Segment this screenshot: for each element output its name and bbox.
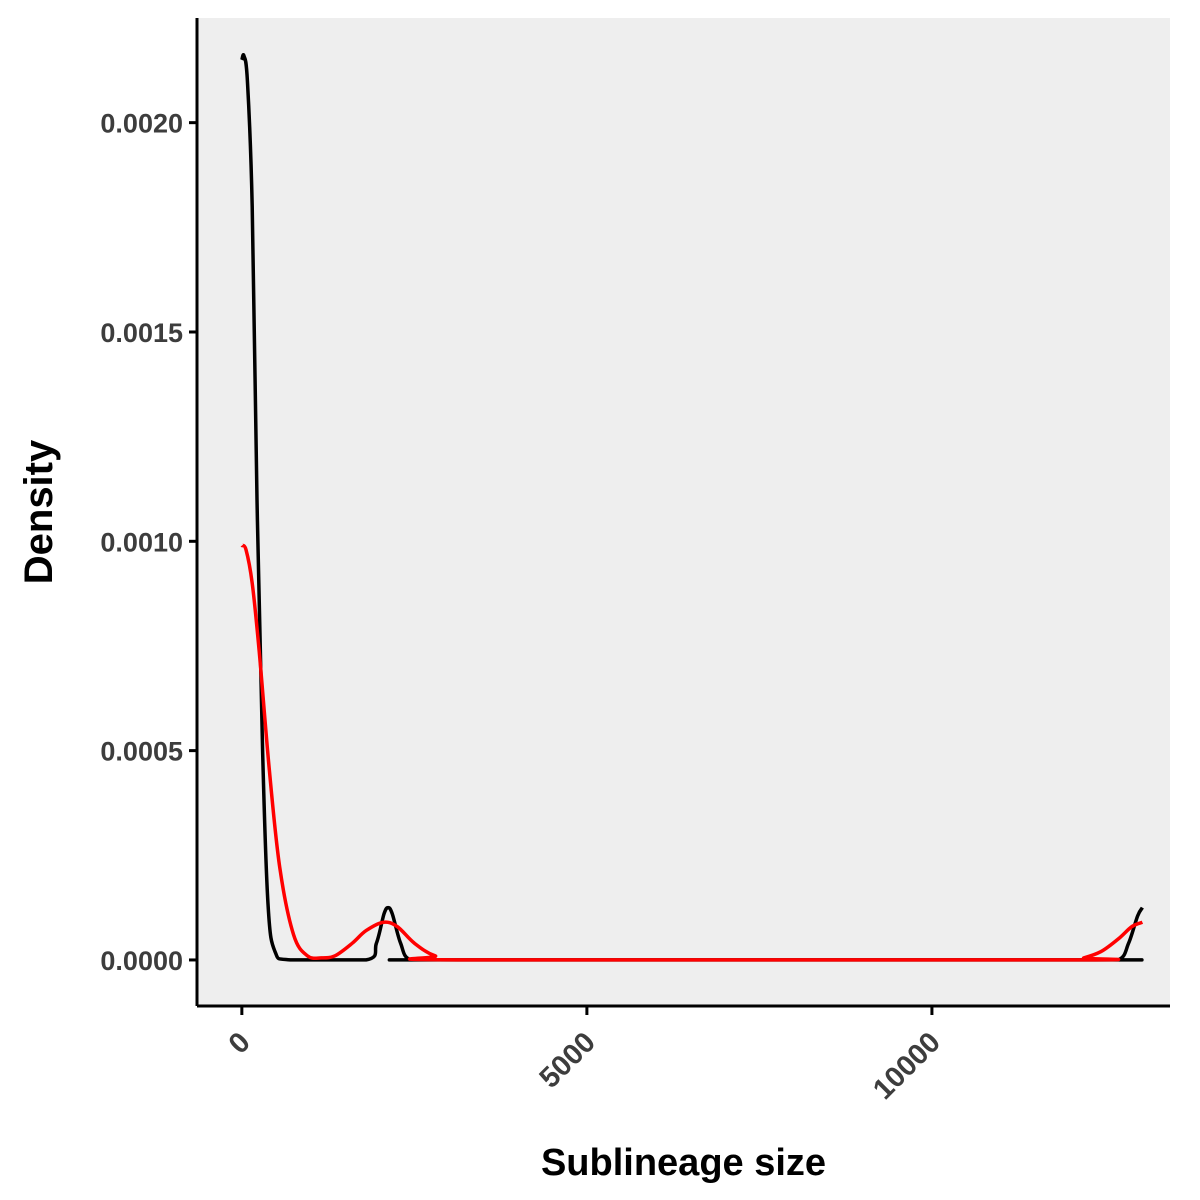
y-tick-label: 0.0010 [100,527,183,557]
y-axis-title: Density [17,439,61,584]
y-tick-label: 0.0020 [100,109,183,139]
x-axis-ticks: 0 5000 10000 [223,1006,947,1106]
y-tick-label: 0.0005 [100,737,183,767]
x-axis-title: Sublineage size [541,1142,826,1184]
y-tick-label: 0.0015 [100,318,183,348]
x-tick-label: 0 [223,1026,257,1060]
density-curve-2 [240,543,1144,962]
y-tick-label: 0.0000 [100,946,183,976]
plot-panel-background [197,18,1170,1006]
x-tick-label: 10000 [867,1026,947,1106]
y-axis-ticks: 0.0000 0.0005 0.0010 0.0015 0.0020 [100,109,197,976]
x-tick-label: 5000 [534,1026,602,1094]
series-layer [240,53,1144,962]
